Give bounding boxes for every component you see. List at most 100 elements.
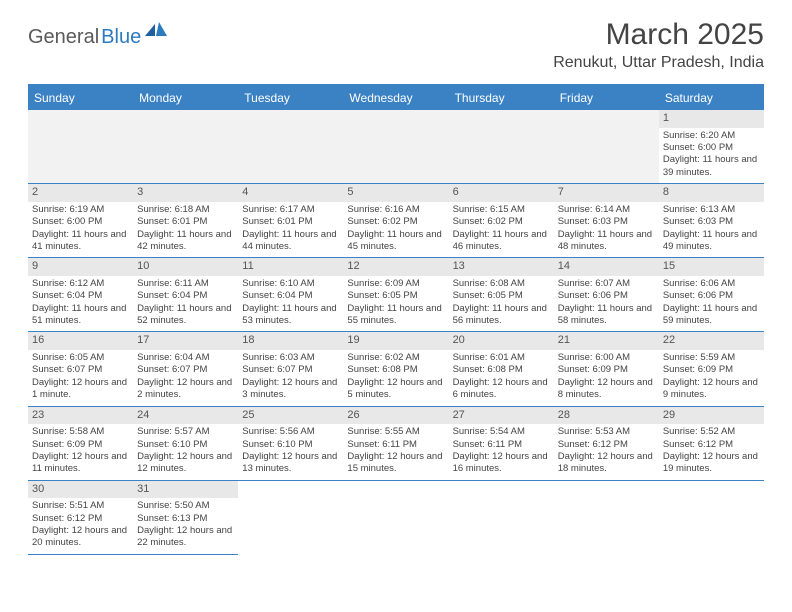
day-header-cell: Thursday [449,86,554,110]
day-number: 2 [28,184,133,202]
day-info: Sunrise: 6:11 AMSunset: 6:04 PMDaylight:… [137,278,234,327]
logo-text-general: General [28,26,99,49]
day-info: Sunrise: 5:52 AMSunset: 6:12 PMDaylight:… [663,426,760,475]
day-header-cell: Sunday [28,86,133,110]
logo: General Blue [28,26,167,49]
day-info: Sunrise: 5:53 AMSunset: 6:12 PMDaylight:… [558,426,655,475]
day-cell: 3 Sunrise: 6:18 AMSunset: 6:01 PMDaylight… [133,184,238,257]
day-cell: 18 Sunrise: 6:03 AMSunset: 6:07 PMDayligh… [238,332,343,405]
title-block: March 2025 Renukut, Uttar Pradesh, India [553,18,764,72]
day-number: 25 [238,407,343,425]
day-info: Sunrise: 6:16 AMSunset: 6:02 PMDaylight:… [347,204,444,253]
day-number: 26 [343,407,448,425]
day-header-cell: Saturday [659,86,764,110]
empty-cell [449,481,554,555]
day-number: 10 [133,258,238,276]
day-number: 15 [659,258,764,276]
day-info: Sunrise: 6:10 AMSunset: 6:04 PMDaylight:… [242,278,339,327]
day-cell: 13Sunrise: 6:08 AMSunset: 6:05 PMDayligh… [449,258,554,331]
day-info: Sunrise: 6:04 AMSunset: 6:07 PMDaylight:… [137,352,234,401]
day-cell: 19 Sunrise: 6:02 AMSunset: 6:08 PMDayligh… [343,332,448,405]
day-number: 3 [133,184,238,202]
day-header-cell: Friday [554,86,659,110]
day-cell: 10 Sunrise: 6:11 AMSunset: 6:04 PMDayligh… [133,258,238,331]
empty-cell [343,110,448,183]
day-number: 6 [449,184,554,202]
day-number: 1 [659,110,764,128]
day-number: 29 [659,407,764,425]
day-cell: 7 Sunrise: 6:14 AMSunset: 6:03 PMDaylight… [554,184,659,257]
day-number: 16 [28,332,133,350]
day-info: Sunrise: 6:07 AMSunset: 6:06 PMDaylight:… [558,278,655,327]
day-info: Sunrise: 6:20 AMSunset: 6:00 PMDaylight:… [663,130,760,179]
page-header: General Blue March 2025 Renukut, Uttar P… [0,0,792,76]
day-info: Sunrise: 5:56 AMSunset: 6:10 PMDaylight:… [242,426,339,475]
day-cell: 23Sunrise: 5:58 AMSunset: 6:09 PMDayligh… [28,407,133,480]
day-number: 14 [554,258,659,276]
week-row: 1 Sunrise: 6:20 AMSunset: 6:00 PMDaylight… [28,110,764,184]
day-header-cell: Tuesday [238,86,343,110]
day-cell: 14 Sunrise: 6:07 AMSunset: 6:06 PMDayligh… [554,258,659,331]
day-info: Sunrise: 6:02 AMSunset: 6:08 PMDaylight:… [347,352,444,401]
day-number: 30 [28,481,133,499]
day-cell: 15 Sunrise: 6:06 AMSunset: 6:06 PMDayligh… [659,258,764,331]
empty-cell [133,110,238,183]
empty-cell [238,110,343,183]
flag-icon [145,22,167,45]
day-cell: 2 Sunrise: 6:19 AMSunset: 6:00 PMDaylight… [28,184,133,257]
day-info: Sunrise: 6:01 AMSunset: 6:08 PMDaylight:… [453,352,550,401]
day-number: 22 [659,332,764,350]
day-number: 27 [449,407,554,425]
day-cell: 27Sunrise: 5:54 AMSunset: 6:11 PMDayligh… [449,407,554,480]
day-number: 19 [343,332,448,350]
day-number: 24 [133,407,238,425]
day-info: Sunrise: 5:59 AMSunset: 6:09 PMDaylight:… [663,352,760,401]
week-row: 2 Sunrise: 6:19 AMSunset: 6:00 PMDaylight… [28,184,764,258]
day-header-row: SundayMondayTuesdayWednesdayThursdayFrid… [28,86,764,110]
day-cell: 16Sunrise: 6:05 AMSunset: 6:07 PMDayligh… [28,332,133,405]
day-cell: 29Sunrise: 5:52 AMSunset: 6:12 PMDayligh… [659,407,764,480]
week-row: 9Sunrise: 6:12 AMSunset: 6:04 PMDaylight… [28,258,764,332]
day-info: Sunrise: 6:03 AMSunset: 6:07 PMDaylight:… [242,352,339,401]
empty-cell [343,481,448,555]
day-header-cell: Wednesday [343,86,448,110]
day-cell: 8 Sunrise: 6:13 AMSunset: 6:03 PMDaylight… [659,184,764,257]
day-info: Sunrise: 6:09 AMSunset: 6:05 PMDaylight:… [347,278,444,327]
day-cell: 1 Sunrise: 6:20 AMSunset: 6:00 PMDaylight… [659,110,764,183]
empty-cell [28,110,133,183]
day-number: 21 [554,332,659,350]
empty-cell [554,110,659,183]
empty-cell [238,481,343,555]
day-cell: 22 Sunrise: 5:59 AMSunset: 6:09 PMDayligh… [659,332,764,405]
day-cell: 24Sunrise: 5:57 AMSunset: 6:10 PMDayligh… [133,407,238,480]
day-cell: 30Sunrise: 5:51 AMSunset: 6:12 PMDayligh… [28,481,133,555]
day-info: Sunrise: 6:14 AMSunset: 6:03 PMDaylight:… [558,204,655,253]
day-info: Sunrise: 6:13 AMSunset: 6:03 PMDaylight:… [663,204,760,253]
week-row: 16Sunrise: 6:05 AMSunset: 6:07 PMDayligh… [28,332,764,406]
day-cell: 25Sunrise: 5:56 AMSunset: 6:10 PMDayligh… [238,407,343,480]
empty-cell [659,481,764,555]
day-number: 11 [238,258,343,276]
location: Renukut, Uttar Pradesh, India [553,54,764,72]
day-cell: 5Sunrise: 6:16 AMSunset: 6:02 PMDaylight… [343,184,448,257]
day-cell: 28Sunrise: 5:53 AMSunset: 6:12 PMDayligh… [554,407,659,480]
day-header-cell: Monday [133,86,238,110]
day-info: Sunrise: 6:18 AMSunset: 6:01 PMDaylight:… [137,204,234,253]
day-number: 8 [659,184,764,202]
day-number: 23 [28,407,133,425]
day-info: Sunrise: 5:54 AMSunset: 6:11 PMDaylight:… [453,426,550,475]
day-info: Sunrise: 6:06 AMSunset: 6:06 PMDaylight:… [663,278,760,327]
day-number: 4 [238,184,343,202]
calendar: SundayMondayTuesdayWednesdayThursdayFrid… [28,84,764,555]
day-info: Sunrise: 5:58 AMSunset: 6:09 PMDaylight:… [32,426,129,475]
day-number: 17 [133,332,238,350]
day-info: Sunrise: 5:51 AMSunset: 6:12 PMDaylight:… [32,500,129,549]
day-number: 20 [449,332,554,350]
day-number: 18 [238,332,343,350]
day-number: 31 [133,481,238,499]
day-info: Sunrise: 6:19 AMSunset: 6:00 PMDaylight:… [32,204,129,253]
day-number: 7 [554,184,659,202]
day-cell: 6Sunrise: 6:15 AMSunset: 6:02 PMDaylight… [449,184,554,257]
day-cell: 4Sunrise: 6:17 AMSunset: 6:01 PMDaylight… [238,184,343,257]
day-number: 12 [343,258,448,276]
